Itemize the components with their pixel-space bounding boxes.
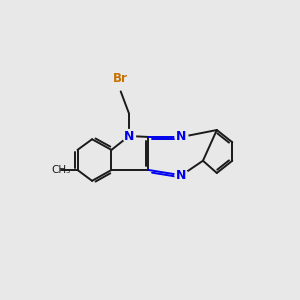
Circle shape bbox=[123, 130, 136, 142]
Text: N: N bbox=[176, 130, 187, 143]
Circle shape bbox=[175, 130, 188, 143]
Circle shape bbox=[175, 169, 188, 182]
Text: N: N bbox=[124, 130, 134, 142]
Text: Br: Br bbox=[113, 72, 128, 85]
Circle shape bbox=[114, 72, 127, 85]
Text: N: N bbox=[176, 169, 187, 182]
Text: CH₃: CH₃ bbox=[52, 165, 71, 175]
